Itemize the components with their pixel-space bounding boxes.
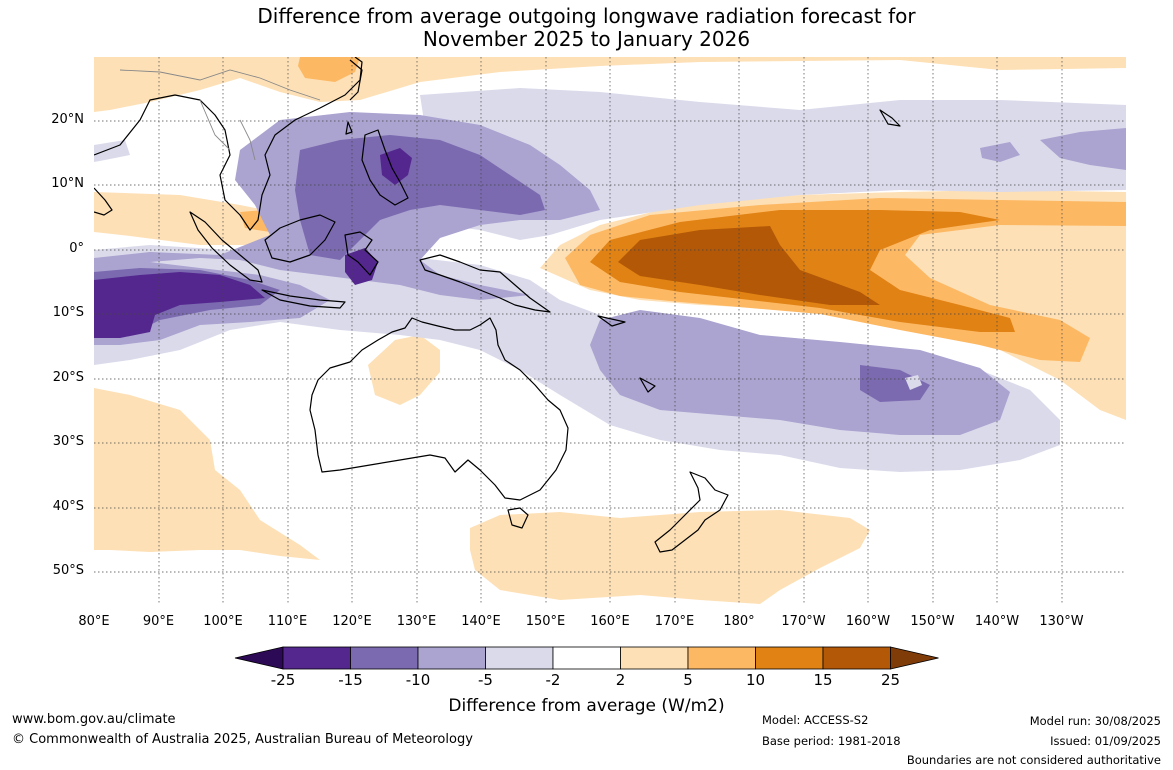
negative-anomaly-5-10-east	[1040, 128, 1126, 170]
java-coastline	[261, 289, 346, 309]
colorbar-tick-label: -25	[270, 671, 296, 689]
negative-anomaly-5-10-east-small	[980, 142, 1020, 162]
colorbar-segment	[350, 646, 419, 670]
positive-anomaly-2-5-indian-ocean	[94, 388, 320, 560]
colorbar-tick-label: -15	[338, 671, 363, 689]
longitude-label: 180°	[723, 614, 755, 629]
colorbar-min-extension	[234, 646, 284, 670]
colorbar-tick-label: -2	[545, 671, 561, 689]
positive-anomaly-2-5-australia	[368, 335, 440, 405]
sulawesi-coastline	[344, 231, 379, 276]
colorbar-segment	[552, 646, 621, 670]
longitude-label: 130°W	[1039, 614, 1084, 629]
issued-text: Issued: 01/09/2025	[1050, 734, 1161, 748]
longitude-label: 140°W	[974, 614, 1020, 629]
borneo-coastline	[264, 214, 336, 263]
colorbar-tick-label: 5	[683, 671, 693, 689]
new-guinea-coastline	[419, 254, 551, 313]
taiwan-coastline	[345, 121, 353, 135]
anomaly-field	[94, 57, 1126, 605]
colorbar-tick-label: 10	[745, 671, 766, 689]
copyright-text: © Commonwealth of Australia 2025, Austra…	[12, 732, 473, 747]
negative-anomaly-2-5-west	[94, 140, 130, 162]
country-borders	[119, 69, 321, 161]
india-coastline	[94, 187, 113, 216]
longitude-label: 90°E	[142, 614, 175, 629]
longitude-label: 160°W	[845, 614, 891, 629]
latitude-label: 20°S	[52, 370, 84, 385]
longitude-label: 140°E	[461, 614, 501, 629]
map-title-line1: Difference from average outgoing longwav…	[257, 4, 916, 28]
longitude-label: 150°E	[525, 614, 566, 629]
longitude-label: 130°E	[396, 614, 437, 629]
positive-anomaly-5-10-north	[298, 57, 360, 82]
negative-anomaly-10-15-south-pacific	[860, 365, 930, 402]
colorbar-segment	[755, 646, 824, 670]
positive-anomaly-15-25	[618, 226, 880, 305]
coastlines	[94, 57, 901, 553]
japan-coastline	[349, 59, 363, 101]
near-zero-pocket	[905, 375, 922, 390]
tasmania-coastline	[507, 507, 529, 529]
colorbar-segment	[620, 646, 689, 670]
website-link[interactable]: www.bom.gov.au/climate	[12, 712, 176, 727]
positive-anomaly-2-5-southern-ocean	[470, 510, 870, 604]
negative-anomaly-15-25-indian	[94, 272, 265, 338]
colorbar-tick-label: 15	[813, 671, 833, 689]
colorbar-segment	[417, 646, 486, 670]
hawaii-coastline	[879, 109, 901, 127]
colorbar-tick-label: -10	[405, 671, 431, 689]
latitude-label: 10°S	[52, 305, 84, 320]
negative-anomaly-2-5-north-pacific	[420, 88, 1126, 240]
latitude-label: 40°S	[52, 499, 84, 514]
fiji-coastline	[639, 377, 656, 393]
map-title-line2: November 2025 to January 2026	[422, 27, 751, 51]
model-run-text: Model run: 30/08/2025	[1029, 714, 1161, 728]
colorbar-max-extension	[890, 646, 939, 670]
latitude-label: 20°N	[51, 112, 84, 127]
longitude-label: 110°E	[267, 614, 308, 629]
philippines-coastline	[361, 129, 409, 206]
negative-anomaly-5-10-south-pacific	[590, 310, 1010, 435]
disclaimer-text: Boundaries are not considered authoritat…	[906, 753, 1161, 767]
colorbar-tick-label: -5	[478, 671, 493, 689]
longitude-label: 120°E	[332, 614, 372, 629]
latitude-label: 50°S	[52, 563, 84, 578]
longitude-label: 160°E	[590, 614, 630, 629]
mainland-asia-coastline	[94, 57, 363, 231]
australia-coastline	[309, 317, 569, 501]
colorbar-tick-label: 25	[880, 671, 901, 689]
latitude-label: 10°N	[51, 176, 84, 191]
colorbar-segment	[687, 646, 756, 670]
new-zealand-coastline	[654, 471, 729, 553]
graticule	[94, 57, 1126, 605]
model-text: Model: ACCESS-S2	[762, 713, 869, 727]
new-caledonia-coastline	[597, 315, 626, 327]
base-period-text: Base period: 1981-2018	[762, 734, 901, 748]
longitude-label: 100°E	[203, 614, 243, 629]
colorbar	[234, 646, 939, 670]
colorbar-segment	[485, 646, 554, 670]
colorbar-tick-label: 2	[615, 671, 626, 689]
longitude-label: 170°W	[781, 614, 826, 629]
colorbar-segment	[282, 646, 351, 670]
negative-anomaly-10-15-philippines	[295, 135, 545, 260]
longitude-label: 80°E	[78, 614, 110, 629]
longitude-label: 170°E	[654, 614, 695, 629]
latitude-label: 30°S	[52, 434, 84, 449]
sumatra-coastline	[189, 211, 263, 283]
longitude-label: 150°W	[910, 614, 955, 629]
colorbar-segment	[822, 646, 891, 670]
colorbar-title: Difference from average (W/m2)	[448, 696, 725, 716]
latitude-label: 0°	[69, 241, 84, 256]
positive-anomaly-2-5-bay-of-bengal	[94, 192, 300, 245]
